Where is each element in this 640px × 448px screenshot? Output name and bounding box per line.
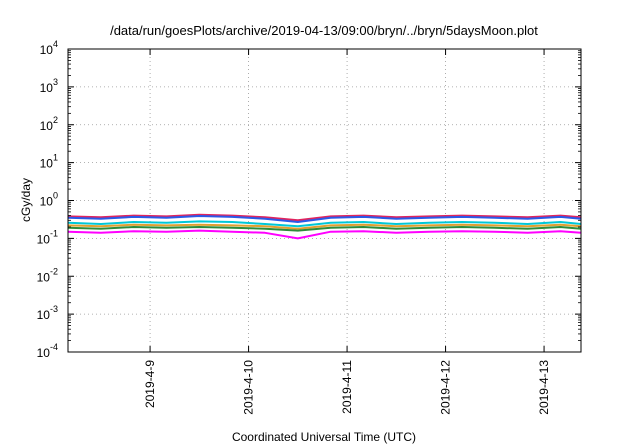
x-axis-label: Coordinated Universal Time (UTC) [232, 430, 416, 444]
series-group [67, 213, 582, 240]
x-tick-label: 2019-4-11 [340, 360, 354, 414]
x-axis: 2019-4-9 2019-4-10 2019-4-11 2019-4-12 2019-… [143, 49, 551, 415]
y-tick-label: 103 [40, 77, 58, 95]
x-tick-label: 2019-4-13 [537, 360, 551, 415]
series-line [67, 226, 582, 232]
series-line [67, 223, 582, 230]
series-line [67, 215, 582, 223]
y-tick-label: 102 [40, 115, 58, 133]
y-tick-label: 104 [40, 39, 58, 57]
grid-lines [68, 49, 581, 352]
y-tick-label: 10-4 [37, 342, 58, 360]
y-tick-label: 10-1 [37, 228, 58, 246]
series-line [67, 220, 582, 228]
chart-title: /data/run/goesPlots/archive/2019-04-13/0… [110, 23, 538, 38]
y-tick-label: 10-2 [37, 266, 58, 284]
x-tick-label: 2019-4-12 [439, 360, 453, 415]
series-line [67, 213, 582, 222]
series-line [67, 229, 582, 240]
y-tick-label: 101 [40, 153, 58, 171]
x-tick-label: 2019-4-10 [242, 360, 256, 415]
y-tick-label: 10-3 [37, 304, 58, 322]
y-tick-label: 100 [40, 191, 58, 209]
y-axis: 10-4 10-3 10-2 10-1 100 101 102 103 104 [37, 39, 581, 360]
x-tick-label: 2019-4-9 [143, 360, 157, 408]
y-axis-label: cGy/day [19, 178, 33, 222]
